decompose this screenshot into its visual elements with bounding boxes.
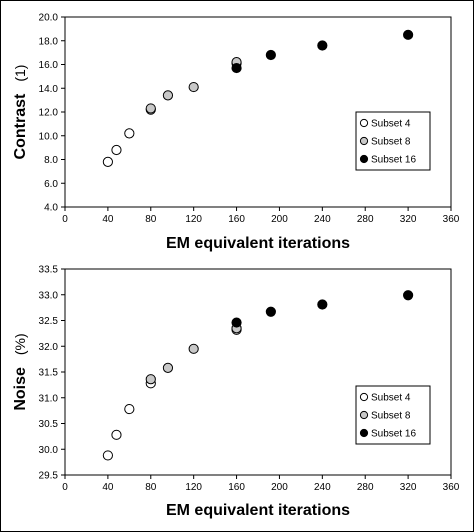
chart1-x-tick-label: 240: [314, 214, 331, 225]
chart2-series3-point: [317, 299, 328, 310]
chart1-x-tick-label: 40: [102, 214, 114, 225]
chart1-x-tick-label: 160: [228, 214, 245, 225]
chart2-series1-point: [124, 403, 135, 415]
chart2-x-tick-label: 0: [62, 482, 68, 493]
chart2-series3-point: [403, 290, 414, 301]
chart1-y-tick-label: 6.0: [44, 179, 58, 190]
chart1-series1-point: [102, 156, 113, 167]
chart2-series1-point: [111, 429, 122, 440]
chart1-series2-point: [145, 103, 156, 114]
chart1-y-tick-label: 12.0: [39, 108, 59, 119]
chart1-x-tick-label: 120: [185, 214, 202, 225]
chart1-y-tick-label: 18.0: [39, 36, 59, 47]
chart2-x-tick-label: 240: [314, 482, 331, 493]
chart1-legend-label-3: Subset 16: [371, 155, 416, 166]
chart1-x-tick-label: 320: [400, 214, 417, 225]
chart2-y-axis-unit: (%): [12, 333, 28, 355]
chart1-legend-marker-2: [359, 136, 369, 146]
chart2-legend-marker-2: [359, 410, 369, 420]
chart2-x-axis-title: EM equivalent iterations: [166, 502, 350, 519]
chart1-y-tick-label: 20.0: [39, 13, 59, 24]
chart2-y-axis-label: Noise: [12, 367, 29, 411]
chart2-series2-point: [145, 374, 156, 385]
chart1-x-tick-label: 280: [357, 214, 374, 225]
chart2-y-tick-label: 30.5: [39, 419, 59, 430]
chart2-x-tick-label: 360: [443, 482, 460, 493]
chart1-x-tick-label: 360: [443, 214, 460, 225]
chart2-x-tick-label: 200: [271, 482, 288, 493]
chart1-y-axis-label: Contrast: [12, 93, 29, 159]
chart2-y-tick-label: 29.5: [39, 471, 59, 482]
chart2-x-tick-label: 40: [102, 482, 114, 493]
chart2-y-tick-label: 33.5: [39, 265, 59, 276]
chart1-series3-point: [231, 62, 242, 74]
chart2-legend-label-2: Subset 8: [371, 411, 411, 422]
chart2-series2-point: [188, 343, 199, 354]
chart2-y-tick-label: 33.0: [39, 290, 59, 301]
chart2-y-tick-label: 32.0: [39, 342, 59, 353]
chart1-y-tick-label: 10.0: [39, 131, 59, 142]
chart1-series3-point: [265, 49, 276, 61]
chart2-series3-point: [231, 317, 242, 328]
chart1-x-axis-title: EM equivalent iterations: [166, 235, 350, 252]
chart1-series3-point: [403, 29, 414, 40]
chart2-series3-point: [265, 306, 276, 317]
chart2-y-tick-label: 31.5: [39, 368, 59, 379]
chart2-legend-marker-1: [359, 392, 369, 402]
chart1-legend-label-1: Subset 4: [371, 119, 411, 130]
chart1-legend-marker-3: [359, 154, 369, 164]
chart2-x-tick-label: 120: [185, 482, 202, 493]
chart1-series1-point: [124, 128, 135, 139]
chart1-legend-box: [355, 111, 431, 171]
chart2-x-tick-label: 80: [145, 482, 157, 493]
chart1-x-tick-label: 0: [62, 214, 68, 225]
chart2-legend-box: [355, 385, 431, 445]
chart1-y-tick-label: 4.0: [44, 203, 58, 214]
chart1-series2-point: [188, 81, 199, 93]
chart1-x-tick-label: 80: [145, 214, 157, 225]
chart2-y-tick-label: 32.5: [39, 316, 59, 327]
chart1-y-tick-label: 8.0: [44, 155, 58, 166]
chart1-series1-point: [111, 144, 122, 156]
chart2-series2-point: [162, 362, 174, 373]
chart1-x-tick-label: 200: [271, 214, 288, 225]
chart2-x-tick-label: 280: [357, 482, 374, 493]
chart2-y-tick-label: 31.0: [39, 393, 59, 404]
chart1-legend-marker-1: [359, 118, 369, 128]
chart1-series3-point: [317, 40, 328, 51]
chart1-y-tick-label: 14.0: [39, 84, 59, 95]
chart2-y-tick-label: 30.0: [39, 445, 59, 456]
chart2-legend-label-3: Subset 16: [371, 429, 416, 440]
chart1-y-axis-unit: (1): [12, 65, 28, 82]
chart1-y-axis-title: Contrast (1): [12, 65, 29, 160]
chart2-x-tick-label: 320: [400, 482, 417, 493]
chart1-legend-label-2: Subset 8: [371, 137, 411, 148]
chart1-y-tick-label: 16.0: [39, 60, 59, 71]
chart2-legend-marker-3: [359, 428, 369, 438]
chart2-y-axis-title: Noise (%): [12, 333, 29, 410]
chart1-series2-point: [162, 90, 174, 101]
chart2-x-tick-label: 160: [228, 482, 245, 493]
chart2-legend-label-1: Subset 4: [371, 393, 411, 404]
chart2-series1-point: [102, 450, 113, 461]
